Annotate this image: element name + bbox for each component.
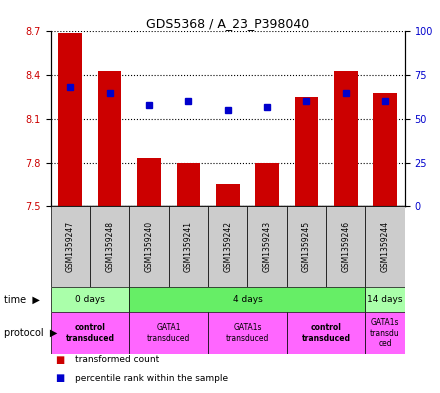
Text: GSM1359244: GSM1359244 (381, 221, 390, 272)
Title: GDS5368 / A_23_P398040: GDS5368 / A_23_P398040 (146, 17, 309, 30)
FancyBboxPatch shape (169, 206, 208, 287)
Text: transformed count: transformed count (75, 355, 159, 364)
FancyBboxPatch shape (287, 206, 326, 287)
FancyBboxPatch shape (129, 206, 169, 287)
FancyBboxPatch shape (366, 287, 405, 312)
FancyBboxPatch shape (51, 287, 129, 312)
Text: GSM1359246: GSM1359246 (341, 221, 350, 272)
Text: GSM1359242: GSM1359242 (223, 221, 232, 272)
Text: GSM1359247: GSM1359247 (66, 221, 75, 272)
Text: protocol  ▶: protocol ▶ (4, 328, 58, 338)
Text: GSM1359248: GSM1359248 (105, 221, 114, 272)
FancyBboxPatch shape (247, 206, 287, 287)
Text: GATA1s
transduced: GATA1s transduced (226, 323, 269, 343)
FancyBboxPatch shape (90, 206, 129, 287)
FancyBboxPatch shape (129, 312, 208, 354)
Text: ■: ■ (55, 354, 64, 365)
Text: control
transduced: control transduced (66, 323, 114, 343)
Bar (334, 71, 358, 206)
Text: GSM1359241: GSM1359241 (184, 221, 193, 272)
Text: GSM1359243: GSM1359243 (263, 221, 271, 272)
Bar (255, 163, 279, 206)
Text: time  ▶: time ▶ (4, 295, 40, 305)
FancyBboxPatch shape (287, 312, 366, 354)
Bar (373, 93, 397, 206)
Text: 14 days: 14 days (367, 295, 403, 304)
Text: control
transduced: control transduced (301, 323, 351, 343)
FancyBboxPatch shape (51, 206, 90, 287)
Bar (216, 184, 239, 206)
Bar (295, 97, 318, 206)
Bar (137, 158, 161, 206)
Text: GATA1
transduced: GATA1 transduced (147, 323, 191, 343)
FancyBboxPatch shape (51, 312, 129, 354)
Bar (98, 71, 121, 206)
Text: ■: ■ (55, 373, 64, 384)
FancyBboxPatch shape (366, 206, 405, 287)
Text: 4 days: 4 days (232, 295, 262, 304)
FancyBboxPatch shape (208, 206, 247, 287)
Text: percentile rank within the sample: percentile rank within the sample (75, 374, 228, 383)
Bar (176, 163, 200, 206)
FancyBboxPatch shape (129, 287, 366, 312)
FancyBboxPatch shape (366, 312, 405, 354)
Text: GATA1s
transdu
ced: GATA1s transdu ced (370, 318, 400, 348)
FancyBboxPatch shape (208, 312, 287, 354)
Text: 0 days: 0 days (75, 295, 105, 304)
Bar (59, 33, 82, 206)
Text: GSM1359245: GSM1359245 (302, 221, 311, 272)
Text: GSM1359240: GSM1359240 (144, 221, 154, 272)
FancyBboxPatch shape (326, 206, 366, 287)
